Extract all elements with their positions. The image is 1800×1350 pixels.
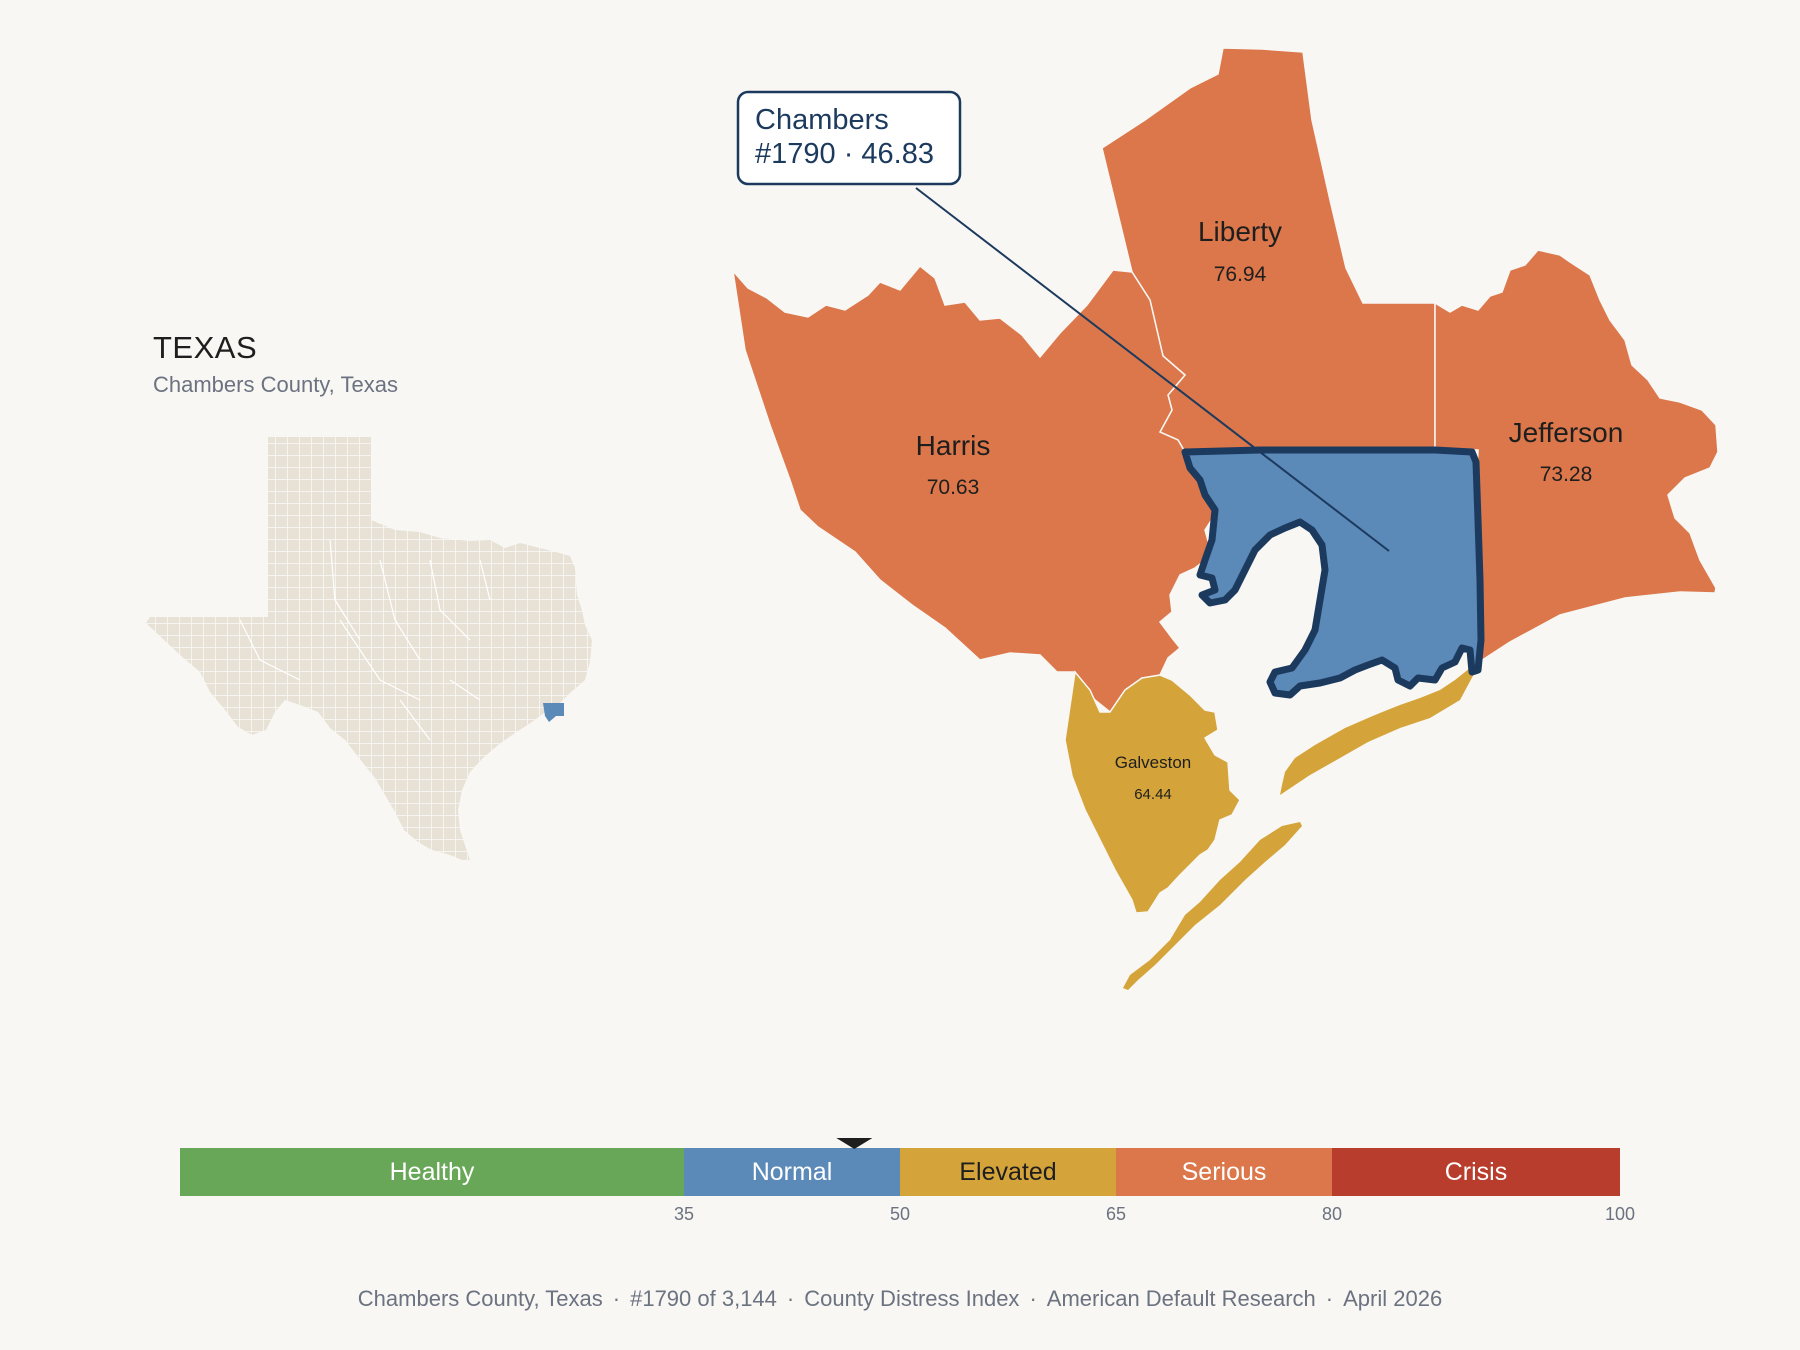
county-jefferson[interactable] [1434, 249, 1719, 670]
scale-tick-label: 100 [1605, 1204, 1635, 1224]
footer-rank: #1790 of 3,144 [630, 1286, 777, 1311]
label-liberty-value: 76.94 [1214, 263, 1267, 286]
chambers-inset-highlight [543, 703, 564, 722]
scale-band-serious [1116, 1148, 1332, 1196]
label-jefferson-name: Jefferson [1509, 417, 1624, 448]
scale-band-label-healthy: Healthy [390, 1158, 475, 1186]
scale-band-healthy [180, 1148, 684, 1196]
footer: Chambers County, Texas · #1790 of 3,144 · Co… [0, 1286, 1800, 1312]
label-harris-value: 70.63 [927, 476, 980, 499]
scale-band-elevated [900, 1148, 1116, 1196]
footer-separator: · [1325, 1286, 1334, 1311]
footer-org: American Default Research [1046, 1286, 1316, 1311]
label-jefferson-value: 73.28 [1540, 463, 1593, 486]
footer-date: April 2026 [1343, 1286, 1443, 1311]
scale-tick-label: 35 [674, 1204, 694, 1224]
scale-tick-label: 80 [1322, 1204, 1342, 1224]
footer-index-name: County Distress Index [804, 1286, 1020, 1311]
footer-separator: · [1029, 1286, 1037, 1311]
label-galveston-name: Galveston [1115, 753, 1192, 772]
footer-separator: · [612, 1286, 621, 1311]
label-harris-name: Harris [916, 430, 991, 461]
callout-leader-line [915, 187, 1390, 552]
label-galveston-value: 64.44 [1134, 786, 1172, 803]
callout-rank-score: #1790 · 46.83 [755, 138, 934, 170]
scale-band-label-normal: Normal [752, 1158, 833, 1186]
callout-box [736, 90, 962, 186]
label-liberty-name: Liberty [1198, 216, 1282, 247]
county-galveston[interactable] [1064, 670, 1241, 914]
scale-band-normal [684, 1148, 900, 1196]
callout-county-name: Chambers [755, 104, 889, 136]
texas-state-shape [146, 437, 592, 860]
state-subtitle: Chambers County, Texas [153, 372, 398, 397]
state-title: TEXAS [153, 330, 258, 365]
scale-band-crisis [1332, 1148, 1620, 1196]
bolivar-peninsula[interactable] [1280, 668, 1475, 795]
scale-band-label-crisis: Crisis [1445, 1158, 1508, 1186]
scale-tick-label: 50 [890, 1204, 910, 1224]
scale-band-label-serious: Serious [1182, 1158, 1267, 1186]
texas-county-lines [239, 539, 491, 741]
footer-separator: · [786, 1286, 795, 1311]
scale-band-label-elevated: Elevated [959, 1158, 1056, 1186]
footer-county: Chambers County, Texas [357, 1286, 603, 1311]
scale-marker [836, 1138, 873, 1149]
galveston-island[interactable] [1123, 822, 1302, 990]
county-chambers[interactable] [1181, 446, 1485, 699]
scale-tick-label: 65 [1106, 1204, 1126, 1224]
